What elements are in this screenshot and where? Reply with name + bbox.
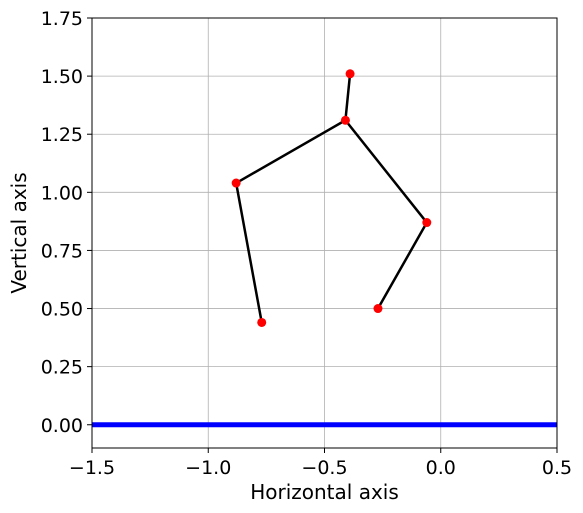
skeleton-segment [344,72,352,122]
skeleton-segment [234,181,263,324]
x-tick-label: −1.5 [69,457,115,479]
skeleton-segments [234,72,429,324]
x-tick-label: 0.5 [542,457,572,479]
y-tick-label: 1.25 [41,124,83,146]
y-axis-label: Vertical axis [7,172,31,293]
x-tick-label: −0.5 [301,457,347,479]
y-tick-label: 0.50 [41,299,83,321]
y-tick-label: 0.25 [41,357,83,379]
x-tick-label: −1.0 [185,457,231,479]
x-tick-label: 0.0 [426,457,456,479]
joint-points [231,69,432,327]
joint-point [422,218,432,228]
y-tick-label: 1.50 [41,66,83,88]
skeleton-segment [344,119,429,224]
y-tick-label: 0.75 [41,240,83,262]
skeleton-segment [234,119,347,185]
joint-point [257,317,267,327]
joint-point [373,304,383,314]
y-axis-ticks: 0.00 0.25 0.50 0.75 1.00 1.25 1.50 1.75 [41,8,92,437]
joint-point [345,69,355,79]
joint-point [231,178,241,188]
y-tick-label: 1.00 [41,182,83,204]
y-tick-label: 0.00 [41,415,83,437]
joint-point [340,115,350,125]
x-axis-ticks: −1.5 −1.0 −0.5 0.0 0.5 [69,448,572,479]
skeleton-segment [376,221,429,310]
y-tick-label: 1.75 [41,8,83,30]
x-axis-label: Horizontal axis [250,480,399,504]
grid-lines [91,17,558,448]
